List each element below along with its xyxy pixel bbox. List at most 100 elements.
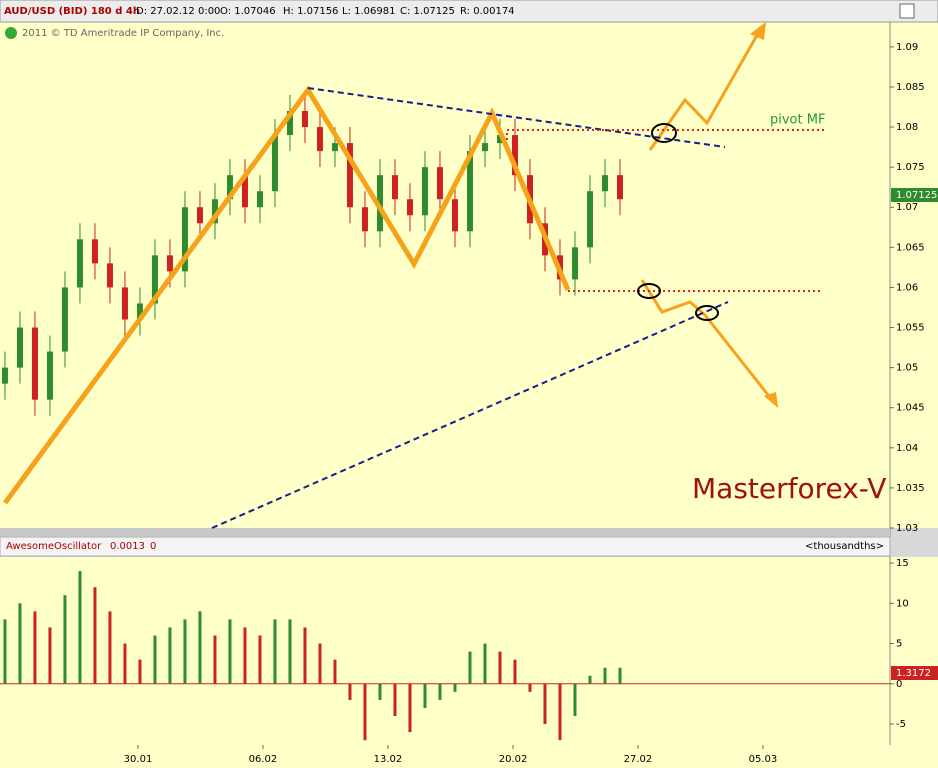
candle-body <box>181 207 188 272</box>
candle-body <box>31 327 38 400</box>
info-icon[interactable] <box>5 27 17 39</box>
ao-bar <box>498 651 502 684</box>
candle-body <box>421 167 428 216</box>
price-tag-text: 1.07125 <box>896 190 937 201</box>
candle-body <box>571 247 578 280</box>
arrow-down <box>640 279 774 401</box>
y-tick-label: 1.085 <box>896 82 925 93</box>
candle-body <box>106 263 113 288</box>
ao-bar <box>483 643 487 684</box>
candle-body <box>511 135 518 176</box>
ao-bar <box>258 635 262 684</box>
candle-body <box>241 175 248 208</box>
candle-body <box>121 287 128 320</box>
ao-bar <box>618 667 622 684</box>
candle-body <box>136 303 143 320</box>
x-tick-label: 06.02 <box>249 754 278 765</box>
price-tag <box>891 188 938 202</box>
ao-bar <box>333 659 337 684</box>
ao-bar <box>78 571 82 684</box>
candle-body <box>391 175 398 200</box>
x-tick-label: 13.02 <box>374 754 403 765</box>
y-tick-label: 1.07 <box>896 202 918 213</box>
ao-bar <box>408 683 412 733</box>
candle-body <box>346 143 353 208</box>
ao-tag-text: 1.3172 <box>896 668 931 679</box>
y-tick-label: 1.075 <box>896 162 925 173</box>
ao-bar <box>108 611 112 684</box>
candle-body <box>301 111 308 128</box>
x-tick-label: 20.02 <box>499 754 528 765</box>
candle-body <box>226 175 233 200</box>
arrowhead <box>764 392 778 408</box>
ao-bar <box>243 627 247 684</box>
candle-body <box>286 111 293 136</box>
ohlc: D: 27.02.12 0:00 <box>136 6 220 17</box>
ao-bar <box>123 643 127 684</box>
ao-bar <box>138 659 142 684</box>
y-tick-label: 5 <box>896 639 902 650</box>
y-tick-label: 1.065 <box>896 242 925 253</box>
candle-body <box>586 191 593 248</box>
pivot-label: pivot MF <box>770 113 825 128</box>
time-axis <box>0 745 938 768</box>
ao-bar <box>528 683 532 692</box>
ao-bar <box>93 587 97 684</box>
arrowhead <box>750 22 766 40</box>
candle-body <box>481 143 488 152</box>
ao-bar <box>318 643 322 684</box>
ao-bar <box>33 611 37 684</box>
circle-mark <box>695 305 719 321</box>
ao-bar <box>183 619 187 684</box>
y-tick-label: 1.08 <box>896 122 918 133</box>
separator <box>0 528 890 536</box>
candle-body <box>166 255 173 272</box>
candle-body <box>151 255 158 304</box>
candle-body <box>211 199 218 224</box>
ao-bar <box>288 619 292 684</box>
ao-bar <box>198 611 202 684</box>
candle-body <box>496 135 503 144</box>
ao-unit: <thousandths> <box>805 541 884 552</box>
ao-zero: 0 <box>150 541 156 552</box>
candle-body <box>91 239 98 264</box>
circle-mark <box>637 283 661 299</box>
candle-body <box>451 199 458 232</box>
ao-bar <box>228 619 232 684</box>
candle-body <box>316 127 323 152</box>
price-panel <box>0 22 938 528</box>
ao-bar <box>393 683 397 717</box>
candle-body <box>406 199 413 216</box>
y-tick-label: 1.055 <box>896 323 925 334</box>
y-tick-label: 1.03 <box>896 523 918 534</box>
ao-bar <box>513 659 517 684</box>
ao-bar <box>558 683 562 741</box>
ao-bar <box>453 683 457 692</box>
watermark: Masterforex-V <box>692 472 886 505</box>
ao-bar <box>363 683 367 741</box>
candle-body <box>196 207 203 224</box>
ao-bar <box>588 675 592 684</box>
ao-panel <box>0 557 938 745</box>
candle-body <box>466 151 473 232</box>
ao-tag <box>891 666 938 680</box>
ohlc: H: 1.07156 <box>283 6 338 17</box>
candle-body <box>256 191 263 208</box>
circle-mark <box>651 123 677 143</box>
candle-body <box>1 367 8 384</box>
y-tick-label: 10 <box>896 598 909 609</box>
symbol: AUD/USD (BID) 180 d 4h <box>4 6 140 17</box>
candle-body <box>436 167 443 200</box>
y-tick-label: -5 <box>896 719 906 730</box>
ao-bar <box>573 683 577 717</box>
ao-bar <box>603 667 607 684</box>
settings-button[interactable] <box>899 3 915 19</box>
ohlc: O: 1.07046 <box>220 6 276 17</box>
ao-bar <box>348 683 352 700</box>
candle-body <box>331 143 338 152</box>
ao-bar <box>63 595 67 684</box>
ao-bar <box>273 619 277 684</box>
candle-body <box>46 351 53 400</box>
ao-header <box>0 536 891 557</box>
